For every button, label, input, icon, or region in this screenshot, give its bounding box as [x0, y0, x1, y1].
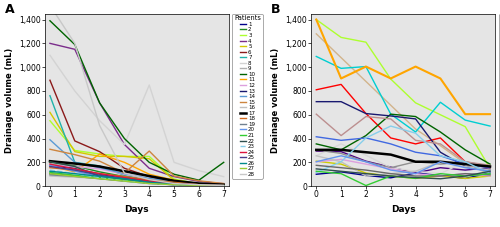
Text: A: A — [4, 3, 14, 16]
X-axis label: Days: Days — [391, 205, 415, 214]
Y-axis label: Drainage volume (mL): Drainage volume (mL) — [4, 47, 14, 153]
Text: B: B — [271, 3, 280, 16]
Y-axis label: Drainage volume (mL): Drainage volume (mL) — [271, 47, 280, 153]
Legend: 1, 2, 3, 4, 5, 6, 7, 8, 9, 10, 11, 12, 13, 14, 15, 16, 17, 18, 19, 20, 21, 22: 1, 2, 3, 4, 5, 6, 7, 8, 9, 10, 11, 12, 1… — [498, 14, 500, 145]
X-axis label: Days: Days — [124, 205, 149, 214]
Legend: 1, 2, 3, 4, 5, 6, 7, 8, 9, 10, 11, 12, 13, 14, 15, 16, 17, 18, 19, 20, 21, 22, 2: 1, 2, 3, 4, 5, 6, 7, 8, 9, 10, 11, 12, 1… — [232, 14, 262, 178]
